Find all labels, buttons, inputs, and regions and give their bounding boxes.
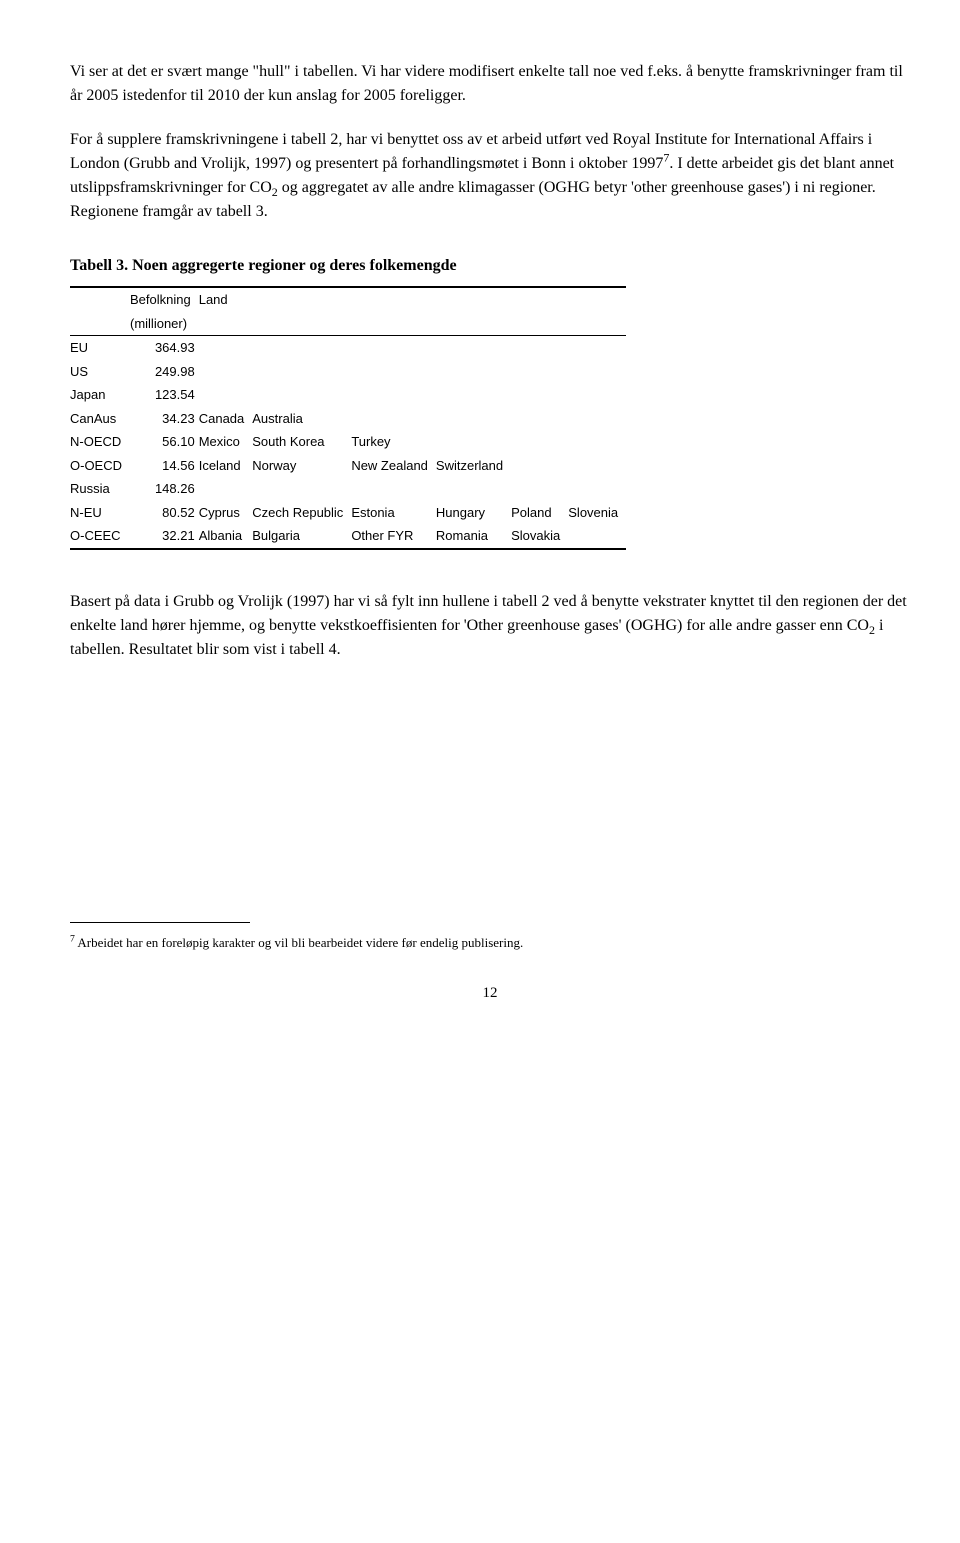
table-header-row: Befolkning Land [70, 287, 626, 312]
pop-cell: 80.52 [130, 501, 199, 525]
header-befolkning: Befolkning [130, 287, 199, 312]
table-header-row-2: (millioner) [70, 312, 626, 336]
footnote-text: Arbeidet har en foreløpig karakter og vi… [75, 935, 523, 950]
page-number: 12 [70, 982, 910, 1005]
footnote-separator [70, 922, 250, 923]
table-row: Russia 148.26 [70, 477, 626, 501]
table-row: N-OECD 56.10 Mexico South Korea Turkey [70, 430, 626, 454]
header-millioner: (millioner) [130, 312, 199, 336]
pop-cell: 56.10 [130, 430, 199, 454]
region-cell: N-EU [70, 501, 130, 525]
table-3: Befolkning Land (millioner) EU 364.93 US… [70, 286, 626, 550]
pop-cell: 14.56 [130, 454, 199, 478]
pop-cell: 34.23 [130, 407, 199, 431]
footnote-7: 7 Arbeidet har en foreløpig karakter og … [70, 933, 910, 953]
region-cell: Japan [70, 383, 130, 407]
table-row: CanAus 34.23 Canada Australia [70, 407, 626, 431]
table-row: US 249.98 [70, 360, 626, 384]
table-row: Japan 123.54 [70, 383, 626, 407]
pop-cell: 32.21 [130, 524, 199, 549]
pop-cell: 148.26 [130, 477, 199, 501]
region-cell: US [70, 360, 130, 384]
table-row: O-OECD 14.56 Iceland Norway New Zealand … [70, 454, 626, 478]
para3-part-a: Basert på data i Grubb og Vrolijk (1997)… [70, 593, 907, 634]
region-cell: EU [70, 336, 130, 360]
pop-cell: 249.98 [130, 360, 199, 384]
pop-cell: 123.54 [130, 383, 199, 407]
table-row: O-CEEC 32.21 Albania Bulgaria Other FYR … [70, 524, 626, 549]
table-3-title: Tabell 3. Noen aggregerte regioner og de… [70, 254, 910, 278]
paragraph-2: For å supplere framskrivningene i tabell… [70, 128, 910, 224]
region-cell: N-OECD [70, 430, 130, 454]
table-row: EU 364.93 [70, 336, 626, 360]
pop-cell: 364.93 [130, 336, 199, 360]
region-cell: Russia [70, 477, 130, 501]
paragraph-1: Vi ser at det er svært mange "hull" i ta… [70, 60, 910, 108]
region-cell: CanAus [70, 407, 130, 431]
region-cell: O-OECD [70, 454, 130, 478]
paragraph-3: Basert på data i Grubb og Vrolijk (1997)… [70, 590, 910, 662]
header-land: Land [199, 287, 253, 312]
region-cell: O-CEEC [70, 524, 130, 549]
table-row: N-EU 80.52 Cyprus Czech Republic Estonia… [70, 501, 626, 525]
